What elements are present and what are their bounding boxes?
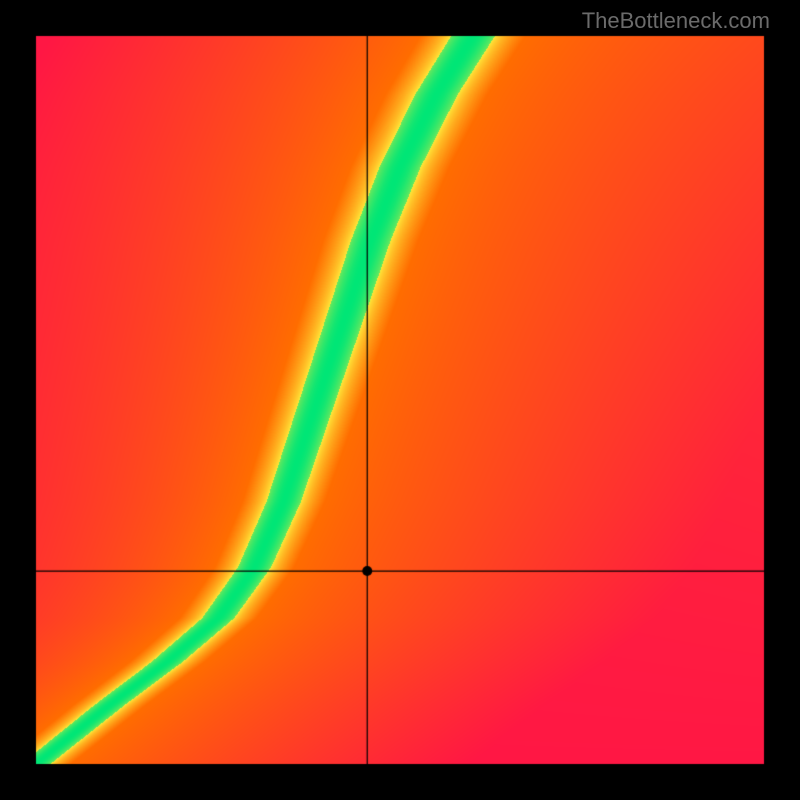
watermark-text: TheBottleneck.com [582,8,770,34]
chart-container: TheBottleneck.com [0,0,800,800]
bottleneck-heatmap [0,0,800,800]
